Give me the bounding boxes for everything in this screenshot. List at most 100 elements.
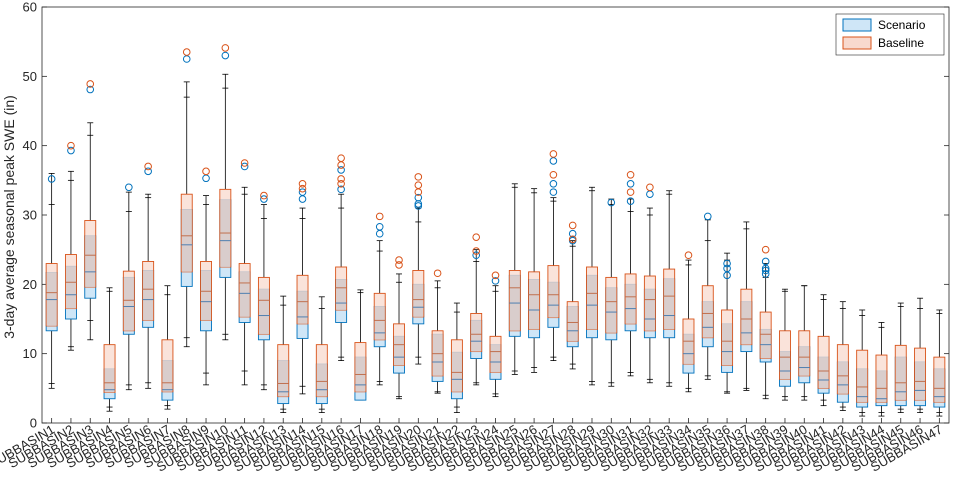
scenario-outlier — [240, 162, 249, 171]
overlap-region — [702, 301, 713, 338]
overlap-region — [529, 279, 540, 330]
box-group — [180, 48, 193, 348]
box-group — [605, 198, 618, 387]
box-group — [200, 167, 212, 386]
box-group — [547, 150, 560, 362]
baseline-outlier — [86, 80, 95, 88]
box-group — [315, 296, 328, 414]
scenario-outlier — [337, 166, 345, 174]
y-tick-label: 0 — [30, 416, 37, 431]
baseline-outlier — [761, 245, 770, 254]
overlap-region — [876, 371, 887, 403]
overlap-region — [374, 306, 385, 340]
scenario-outlier — [67, 146, 75, 155]
overlap-region — [664, 278, 675, 330]
box-group — [663, 190, 676, 387]
overlap-region — [606, 287, 617, 333]
overlap-region — [143, 270, 154, 321]
box-group — [431, 269, 444, 394]
box-group — [779, 288, 791, 401]
overlap-region — [837, 361, 848, 394]
box-group — [856, 309, 869, 417]
baseline-outlier — [298, 180, 307, 188]
baseline-outlier — [182, 48, 191, 56]
overlap-region — [625, 284, 636, 324]
baseline-outlier — [144, 162, 152, 171]
y-axis-title: 3-day average seasonal peak SWE (in) — [1, 95, 17, 339]
box-group — [142, 162, 155, 389]
box-group — [373, 212, 386, 386]
legend-label-scenario: Scenario — [878, 18, 926, 32]
box-group — [894, 302, 907, 414]
box-group — [412, 173, 425, 365]
overlap-region — [760, 329, 771, 359]
box-group — [238, 159, 251, 386]
scenario-outlier — [549, 180, 558, 188]
baseline-outlier — [260, 191, 268, 200]
baseline-outlier — [395, 261, 403, 269]
overlap-region — [239, 271, 250, 317]
box-group — [219, 44, 232, 341]
scenario-outlier — [375, 222, 384, 231]
overlap-region — [297, 291, 308, 324]
baseline-outlier — [684, 251, 693, 260]
overlap-region — [567, 306, 578, 342]
scenario-outlier — [761, 270, 770, 278]
baseline-outlier — [626, 188, 635, 196]
scenario-outlier — [568, 229, 577, 238]
baseline-outlier — [472, 233, 481, 241]
scenario-outlier — [607, 198, 616, 207]
scenario-outlier — [260, 195, 268, 203]
legend: Scenario Baseline — [835, 13, 945, 56]
scenario-outlier — [549, 188, 558, 196]
box-group — [643, 183, 656, 384]
baseline-outlier — [67, 141, 75, 150]
box-group — [489, 271, 502, 398]
box-group — [103, 287, 116, 412]
overlap-region — [471, 320, 482, 352]
box-group — [354, 289, 367, 401]
baseline-outlier — [472, 247, 481, 255]
scenario-outlier — [414, 193, 423, 202]
overlap-region — [432, 334, 443, 376]
overlap-region — [336, 279, 347, 310]
overlap-region — [818, 357, 829, 389]
scenario-outlier — [626, 197, 635, 205]
overlap-region — [799, 346, 810, 376]
overlap-region — [644, 289, 655, 331]
baseline-outlier — [298, 184, 307, 193]
baseline-outlier — [337, 175, 345, 183]
baseline-outlier — [433, 269, 442, 278]
box-group — [817, 294, 830, 407]
scenario-outlier — [723, 259, 731, 268]
scenario-outlier — [761, 257, 770, 266]
baseline-outlier — [549, 170, 558, 179]
overlap-region — [394, 336, 405, 366]
scenario-outlier — [86, 85, 95, 94]
box-group — [875, 322, 888, 417]
overlap-region — [490, 344, 501, 373]
box-group — [277, 295, 290, 414]
scenario-outlier — [626, 180, 635, 188]
box-group — [624, 170, 637, 377]
overlap-region — [104, 368, 115, 393]
legend-label-baseline: Baseline — [878, 36, 924, 50]
overlap-region — [722, 323, 733, 366]
baseline-outlier — [646, 183, 654, 192]
box-group — [335, 154, 348, 362]
baseline-outlier — [202, 167, 210, 176]
box-group — [508, 183, 521, 375]
overlap-region — [258, 289, 269, 335]
baseline-outlier — [414, 181, 423, 189]
box-group — [161, 285, 174, 410]
box-group — [836, 301, 849, 411]
box-group — [296, 180, 309, 395]
overlap-region — [413, 284, 424, 317]
overlap-region — [586, 275, 597, 330]
baseline-outlier — [414, 173, 423, 181]
scenario-outlier — [298, 188, 307, 196]
box-group — [470, 233, 483, 386]
scenario-outlier — [491, 277, 500, 285]
overlap-region — [162, 360, 173, 392]
baseline-outlier — [549, 150, 558, 158]
